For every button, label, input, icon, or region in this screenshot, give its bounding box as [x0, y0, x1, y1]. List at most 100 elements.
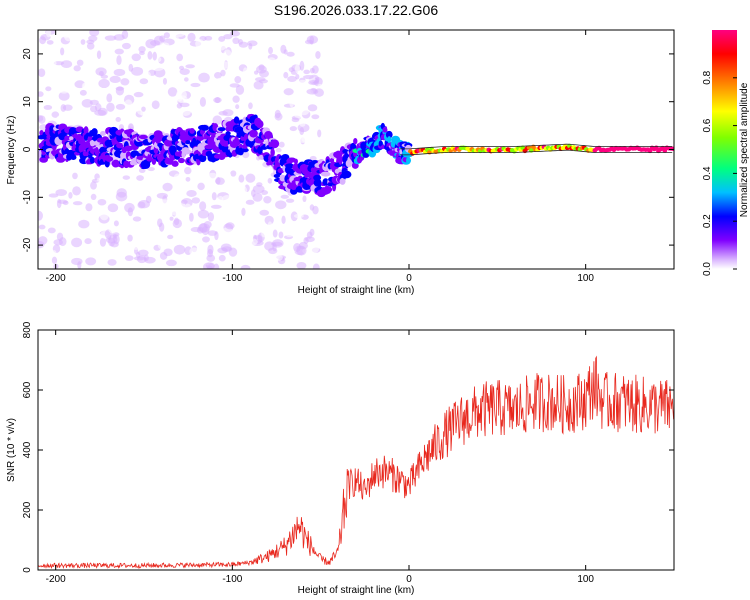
spectrogram-noise-blob	[261, 30, 274, 36]
spectrogram-noise-blob	[46, 30, 52, 38]
spectrogram-noise-blob	[203, 60, 208, 67]
spectrogram-ridge-blob	[382, 127, 388, 133]
spectrogram-noise-blob	[90, 181, 97, 190]
spectrogram-noise-blob	[63, 243, 74, 251]
spectrogram-noise-blob	[68, 220, 75, 228]
spectrogram-noise-blob	[38, 115, 46, 124]
colorbar-tick-label: 0.2	[702, 214, 713, 228]
spectrogram-ridge-blob	[270, 148, 275, 157]
spectrogram-noise-blob	[71, 257, 83, 266]
colorbar-tick-label: 0.8	[702, 70, 713, 84]
spectrogram-noise-blob	[107, 259, 117, 266]
spectrogram-noise-blob	[38, 224, 46, 230]
spectrogram-ridge-blob	[151, 157, 157, 165]
spectrogram-ridge-blob	[116, 142, 124, 149]
spectrogram-ridge-blob	[171, 160, 179, 167]
spectrogram-noise-blob	[136, 175, 144, 181]
spectrogram-noise-blob	[58, 91, 70, 101]
spectrogram-noise-blob	[116, 188, 127, 198]
spectrogram-ridge-blob	[83, 126, 89, 135]
spectrogram-noise-blob	[258, 64, 265, 71]
spectrogram-noise-blob	[294, 222, 303, 230]
spectrogram-noise-blob	[131, 66, 144, 76]
spectrogram-noise-blob	[199, 97, 207, 107]
spectrogram-noise-blob	[259, 209, 270, 216]
spectrogram-noise-blob	[214, 72, 222, 79]
spectrogram-noise-blob	[309, 204, 315, 211]
spectrogram-ridge-blob	[406, 156, 411, 165]
spectrogram-ridge-blob	[256, 120, 264, 129]
spectrogram-noise-blob	[88, 35, 98, 42]
spectrogram-ridge-blob	[316, 179, 322, 188]
spectrogram-noise-blob	[197, 209, 210, 219]
spectrogram-noise-blob	[60, 60, 73, 69]
spectrogram-noise-blob	[298, 108, 310, 116]
spectrogram-noise-blob	[307, 104, 318, 112]
spectrogram-noise-blob	[128, 63, 134, 72]
spectrogram-noise-blob	[285, 198, 295, 203]
spectrogram-noise-blob	[218, 36, 226, 42]
spectrogram-ridge-blob	[99, 131, 107, 137]
spectrogram-noise-blob	[106, 93, 113, 103]
spectrogram-noise-blob	[81, 82, 89, 90]
spectrogram-noise-blob	[228, 247, 238, 257]
spectrogram-ridge-blob	[378, 140, 383, 147]
spectrogram-noise-blob	[242, 151, 250, 159]
spectrogram-noise-blob	[213, 97, 222, 103]
spectrogram-noise-blob	[243, 223, 249, 233]
spectrogram-ridge-blob	[520, 145, 526, 150]
spectrogram-noise-blob	[296, 261, 307, 269]
spectrogram-noise-blob	[294, 201, 299, 207]
spectrogram-noise-blob	[121, 30, 129, 40]
spectrogram-noise-blob	[184, 166, 192, 175]
spectrogram-ridge-outline	[400, 149, 673, 156]
spectrogram-ridge-blob	[232, 138, 241, 146]
spectrogram-noise-blob	[39, 189, 51, 196]
spectrogram-ridge-blob	[198, 154, 207, 163]
spectrogram-ridge-blob	[647, 148, 653, 154]
spectrogram-noise-blob	[44, 57, 53, 64]
spectrogram-ridge-blob	[91, 128, 98, 136]
spectrogram-xtick-label: -100	[222, 273, 242, 284]
spectrogram-noise-blob	[269, 36, 275, 43]
spectrogram-noise-blob	[55, 189, 68, 196]
spectrogram-noise-blob	[71, 101, 79, 110]
spectrogram-noise-blob	[139, 51, 145, 56]
spectrogram-noise-blob	[294, 63, 300, 74]
spectrogram-noise-blob	[274, 254, 283, 261]
spectrogram-noise-blob	[96, 50, 102, 60]
spectrogram-noise-blob	[47, 227, 56, 234]
spectrogram-noise-blob	[197, 182, 205, 191]
spectrogram-noise-blob	[303, 47, 314, 53]
spectrogram-noise-blob	[267, 177, 273, 184]
colorbar-axes: 0.0 0.2 0.4 0.6 0.8	[702, 70, 737, 276]
spectrogram-noise-blob	[224, 171, 232, 180]
spectrogram-noise-blob	[60, 47, 65, 56]
colorbar-tick-label: 0.0	[702, 262, 713, 276]
spectrogram-noise-blob	[199, 222, 208, 233]
spectrogram-noise-blob	[195, 38, 205, 49]
spectrogram-noise-blob	[115, 103, 126, 110]
spectrogram-noise-blob	[277, 76, 283, 87]
spectrogram-ridge-blob	[670, 146, 674, 152]
spectrogram-noise-blob	[38, 68, 46, 77]
spectrogram-noise-blob	[303, 69, 310, 75]
spectrogram-noise-blob	[64, 31, 73, 42]
spectrogram-noise-blob	[275, 147, 282, 153]
spectrogram-noise-blob	[105, 178, 113, 185]
spectrogram-noise-blob	[48, 193, 59, 198]
spectrogram-noise-blob	[176, 53, 184, 62]
spectrogram-noise-blob	[297, 79, 308, 85]
spectrogram-noise-blob	[232, 95, 240, 103]
spectrogram-noise-blob	[147, 211, 159, 221]
spectrogram-noise-blob	[303, 237, 309, 244]
spectrogram-ridge-blob	[385, 130, 393, 139]
spectrogram-noise-blob	[85, 257, 97, 266]
spectrogram-noise-blob	[302, 195, 307, 203]
spectrogram-noise-blob	[38, 236, 48, 245]
spectrogram-noise-blob	[261, 229, 268, 238]
spectrogram-noise-blob	[248, 58, 256, 64]
spectrogram-noise-blob	[216, 42, 226, 51]
